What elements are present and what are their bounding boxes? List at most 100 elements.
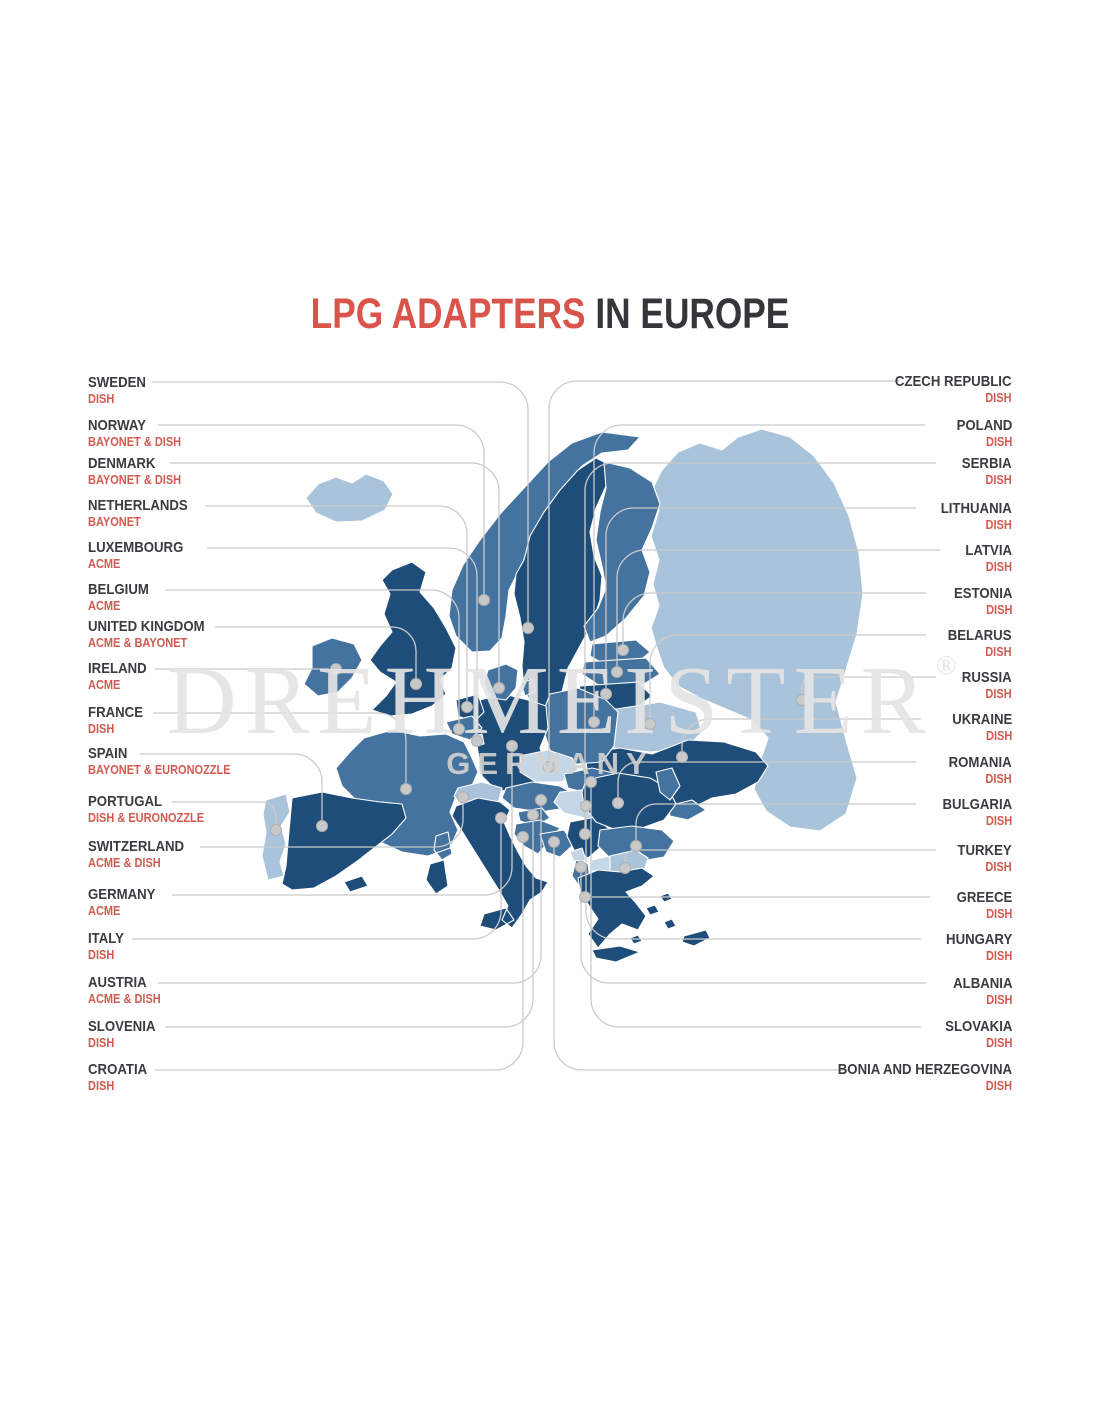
country-name: NORWAY <box>88 417 146 434</box>
leader-line <box>165 589 460 723</box>
label-left-netherlands: NETHERLANDS BAYONET <box>88 498 188 529</box>
country-name: CZECH REPUBLIC <box>895 373 1012 390</box>
region-moldova <box>655 767 681 801</box>
leader-lines <box>132 380 940 1071</box>
country-name: ITALY <box>88 930 124 947</box>
leader-line <box>207 547 478 735</box>
adapter-type: ACME <box>88 557 121 571</box>
map-dot <box>517 831 529 843</box>
map-dot <box>522 622 534 634</box>
adapter-type: ACME <box>88 678 121 692</box>
country-name: BONIA AND HERZEGOVINA <box>837 1061 1012 1078</box>
map-dot <box>585 776 597 788</box>
leader-line <box>635 803 916 840</box>
adapter-type: DISH <box>985 391 1012 405</box>
map-dot <box>588 716 600 728</box>
adapter-type: DISH <box>88 948 115 962</box>
map-dot <box>493 682 505 694</box>
adapter-type: DISH <box>985 687 1012 701</box>
label-right-ukraine: UKRAINE DISH <box>952 712 1012 743</box>
adapter-type: BAYONET & DISH <box>88 435 182 449</box>
map-dot <box>527 809 539 821</box>
leader-line <box>605 507 916 688</box>
leader-line <box>155 843 524 1071</box>
adapter-type: DISH <box>985 860 1012 874</box>
map-dot <box>600 688 612 700</box>
leader-line <box>158 424 485 594</box>
adapter-type: DISH <box>88 392 115 406</box>
label-left-slovenia: SLOVENIA DISH <box>88 1019 155 1050</box>
map-dot <box>548 836 560 848</box>
label-right-czech-republic: CZECH REPUBLIC DISH <box>895 374 1012 405</box>
map-dot <box>796 694 808 706</box>
country-name: SLOVAKIA <box>944 1018 1012 1035</box>
country-name: SERBIA <box>962 455 1012 472</box>
adapter-type: BAYONET <box>88 515 141 529</box>
map-dot <box>579 828 591 840</box>
label-left-germany: GERMANY ACME <box>88 887 155 918</box>
leader-line <box>617 761 916 797</box>
map-dot <box>579 891 591 903</box>
label-left-luxembourg: LUXEMBOURG ACME <box>88 540 183 571</box>
label-left-denmark: DENMARK BAYONET & DISH <box>88 456 181 487</box>
adapter-type: DISH <box>985 1036 1012 1050</box>
adapter-type: BAYONET & DISH <box>88 473 182 487</box>
region-iceland <box>305 473 394 523</box>
country-name: ALBANIA <box>952 975 1012 992</box>
label-right-turkey: TURKEY DISH <box>958 843 1012 874</box>
leader-line <box>132 824 502 940</box>
leader-line <box>165 821 534 1028</box>
country-name: PORTUGAL <box>88 793 163 810</box>
country-name: LUXEMBOURG <box>88 539 184 556</box>
label-right-estonia: ESTONIA DISH <box>954 586 1012 617</box>
leader-line <box>584 462 936 828</box>
country-name: RUSSIA <box>962 669 1012 686</box>
leader-line <box>801 676 936 694</box>
leader-line <box>585 812 921 940</box>
leader-line <box>153 712 407 783</box>
adapter-type: DISH <box>985 729 1012 743</box>
map-dot <box>316 820 328 832</box>
adapter-type: BAYONET & EURONOZZLE <box>88 763 231 777</box>
map-dot <box>330 663 342 675</box>
leader-line <box>200 803 464 848</box>
map-dot <box>644 718 656 730</box>
map-dot <box>270 824 282 836</box>
country-name: LITHUANIA <box>940 500 1012 517</box>
map-dot <box>461 701 473 713</box>
map-dot <box>400 783 412 795</box>
leader-line <box>616 549 940 666</box>
label-right-bosnia-herzegovina: BONIA AND HERZEGOVINA DISH <box>838 1062 1012 1093</box>
country-name: BULGARIA <box>942 796 1012 813</box>
label-right-romania: ROMANIA DISH <box>949 755 1012 786</box>
label-right-albania: ALBANIA DISH <box>953 976 1012 1007</box>
adapter-type: DISH <box>985 907 1012 921</box>
country-name: POLAND <box>956 417 1012 434</box>
label-right-serbia: SERBIA DISH <box>962 456 1012 487</box>
region-crimea <box>667 799 707 821</box>
label-left-sweden: SWEDEN DISH <box>88 375 146 406</box>
map-dot <box>453 723 465 735</box>
map-dot <box>676 751 688 763</box>
leader-line <box>170 462 500 682</box>
adapter-type: DISH & EURONOZZLE <box>88 811 205 825</box>
page-title: LPG ADAPTERS IN EUROPE <box>99 290 1001 339</box>
country-name: BELGIUM <box>88 581 149 598</box>
adapter-type: DISH <box>985 560 1012 574</box>
country-name: TURKEY <box>957 842 1012 859</box>
leader-line <box>172 801 277 824</box>
leader-line <box>624 849 936 862</box>
label-left-france: FRANCE DISH <box>88 705 143 736</box>
label-right-latvia: LATVIA DISH <box>965 543 1012 574</box>
region-spain <box>281 791 407 893</box>
adapter-type: ACME & BAYONET <box>88 636 188 650</box>
label-left-ireland: IRELAND ACME <box>88 661 147 692</box>
map-dot <box>611 666 623 678</box>
adapter-type: DISH <box>985 473 1012 487</box>
leader-line <box>553 848 848 1071</box>
country-name: SPAIN <box>88 745 128 762</box>
leader-line <box>681 718 921 751</box>
label-right-poland: POLAND DISH <box>956 418 1012 449</box>
